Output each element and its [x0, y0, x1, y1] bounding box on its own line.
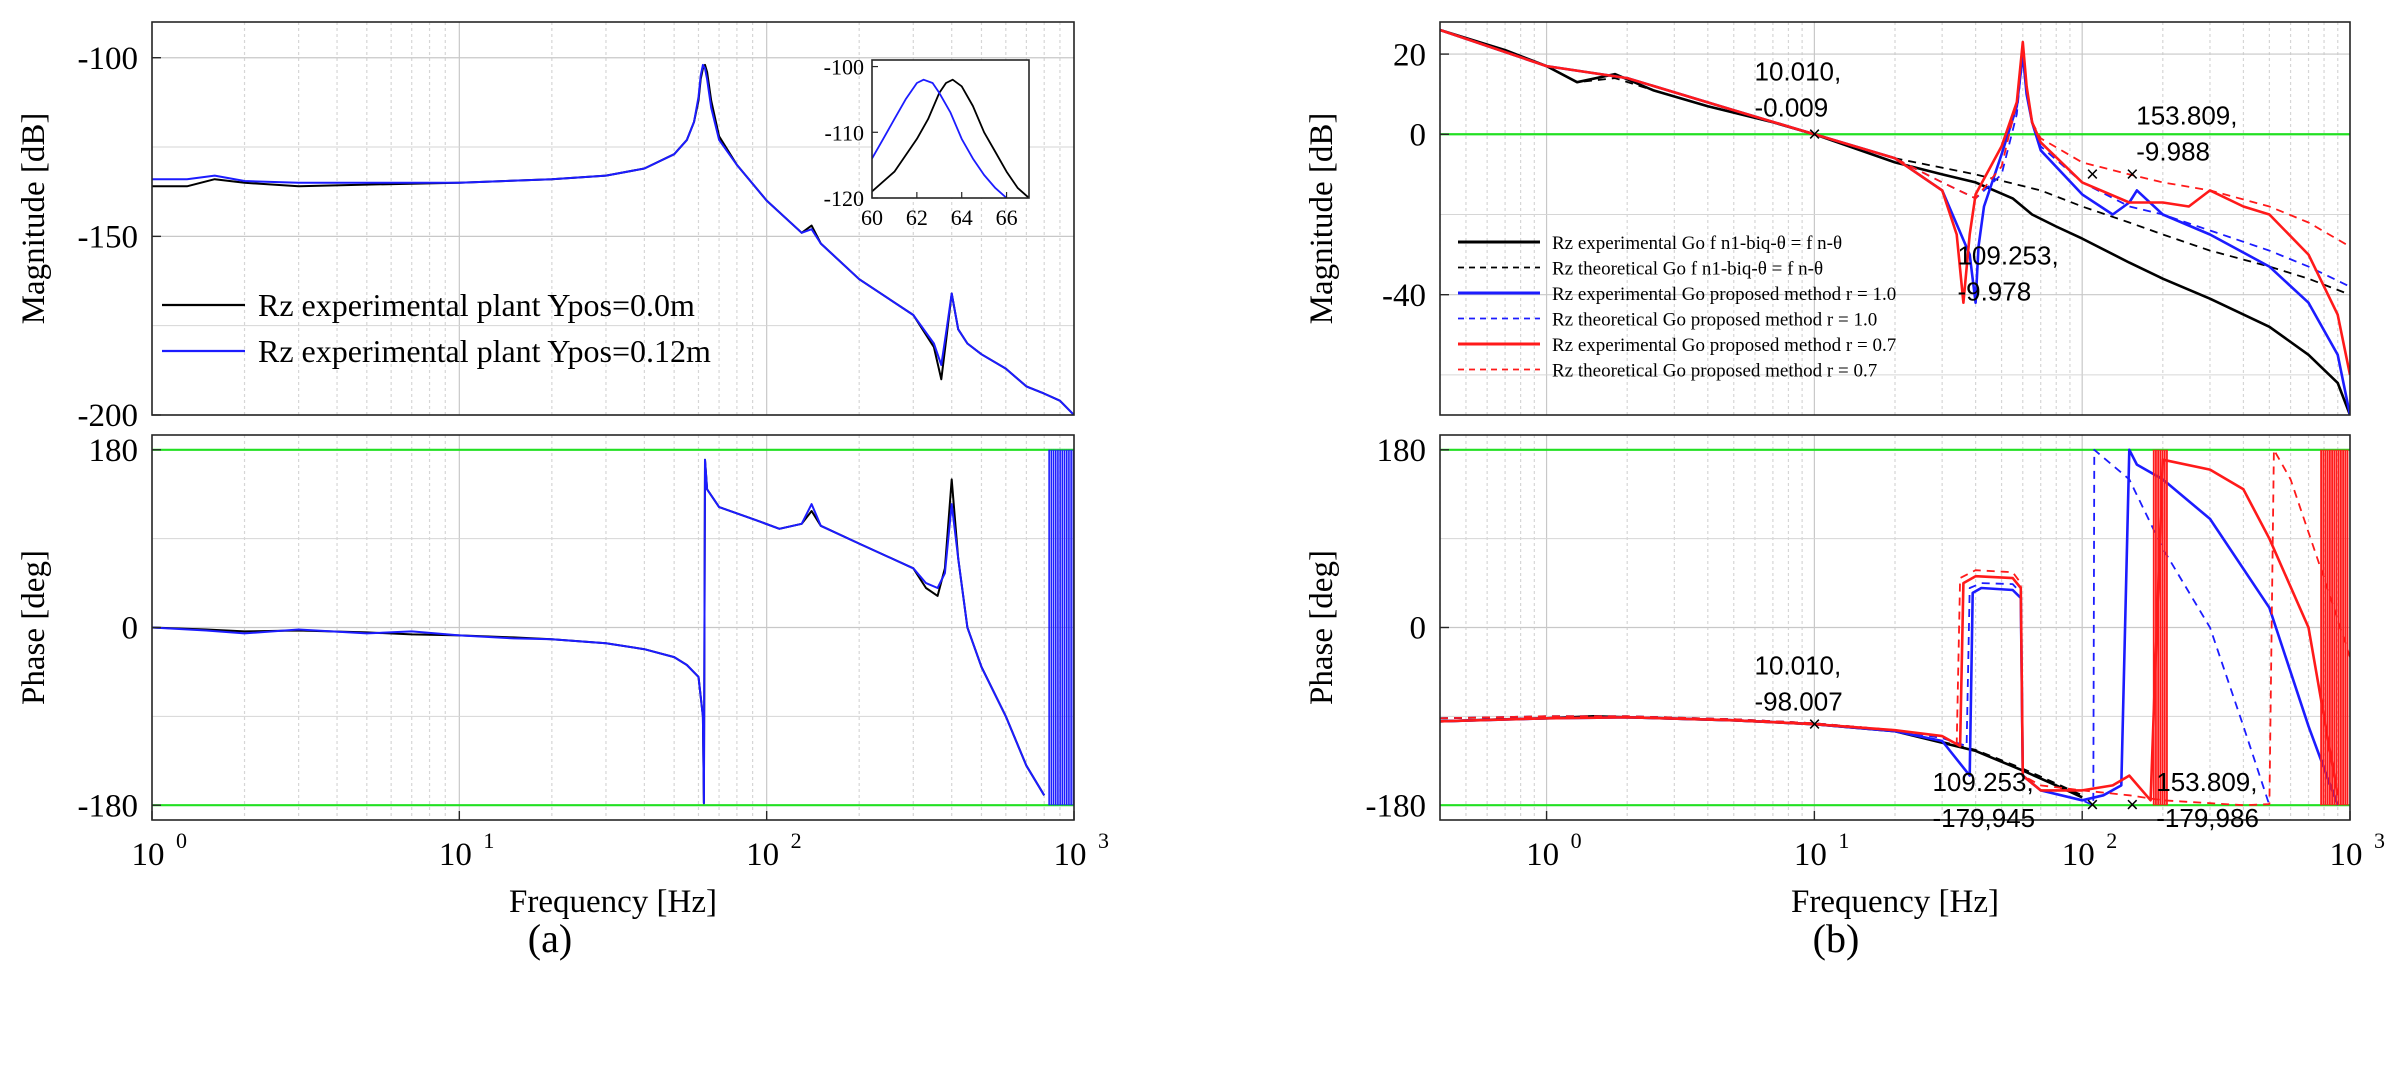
b-phase-annotation-text: -98.007 — [1754, 686, 1842, 716]
inset-xtick-label: 62 — [906, 205, 928, 230]
inset-series-2 — [872, 78, 1008, 198]
b-phase-annotation-text: 109.253, — [1932, 767, 2033, 797]
b-phase-annotation-text: 10.010, — [1754, 650, 1841, 680]
b-phase-data-marker: × — [1808, 711, 1821, 736]
b-mag-ytick-label: -40 — [1382, 278, 1426, 314]
b-phase-data-marker: × — [2086, 792, 2099, 817]
inset-xtick-label: 60 — [861, 205, 883, 230]
b-mag-data-marker: × — [2086, 161, 2099, 186]
b-phase-annotation-text: 153.809, — [2156, 767, 2257, 797]
b-phase-xtick-label: 10 — [2062, 837, 2095, 873]
b-phase-xtick-exponent: 2 — [2106, 828, 2117, 853]
b-mag-frame — [1439, 21, 2351, 416]
b-mag-ytick-label: 0 — [1410, 118, 1427, 154]
b-mag-data-marker: × — [2126, 161, 2139, 186]
b-mag-legend-label: Rz theoretical Go proposed method r = 0.… — [1552, 361, 1877, 382]
b-mag-series-1 — [1440, 28, 2350, 415]
a-phase-ytick-label: 180 — [89, 433, 139, 469]
b-mag-legend-label: Rz experimental Go proposed method r = 1… — [1552, 284, 1896, 305]
a-phase-xtick-exponent: 1 — [483, 828, 494, 853]
a-phase-xtick-label: 10 — [439, 837, 472, 873]
b-mag-annotation-text: -9.988 — [2136, 136, 2210, 166]
b-phase-xtick-label: 10 — [1794, 837, 1827, 873]
b-phase-ytick-label: 180 — [1377, 433, 1427, 469]
b-mag-series-group — [1440, 28, 2350, 415]
b-phase-xtick-exponent: 0 — [1571, 828, 1582, 853]
b-phase-series-5 — [1440, 458, 2339, 802]
a-mag-legend-label: Rz experimental plant Ypos=0.0m — [258, 287, 695, 323]
a-phase-xtick-label: 10 — [1054, 837, 1087, 873]
b-mag-legend-label: Rz experimental Go proposed method r = 0… — [1552, 335, 1896, 356]
a-phase-ylabel: Phase [deg] — [16, 550, 52, 705]
inset-xtick-label: 64 — [951, 205, 973, 230]
inset-series-group — [872, 78, 1029, 198]
a-mag-ytick-label: -150 — [78, 220, 139, 256]
b-phase-annotation-text: -179,986 — [2156, 803, 2259, 833]
a-phase-ytick-label: -180 — [78, 788, 139, 824]
inset-frame — [871, 59, 1030, 199]
inset-ytick-label: -100 — [824, 55, 864, 80]
b-phase-data-marker: × — [2126, 792, 2139, 817]
a-mag-ytick-label: -200 — [78, 398, 139, 434]
a-phase-xtick-label: 10 — [746, 837, 779, 873]
b-mag-legend-label: Rz theoretical Go proposed method r = 1.… — [1552, 310, 1877, 331]
inset-series-1 — [872, 78, 1029, 198]
a-mag-frame — [151, 21, 1075, 416]
a-phase-ytick-label: 0 — [122, 611, 139, 647]
b-mag-annotation-text: 10.010, — [1754, 56, 1841, 86]
figure-label-b: (b) — [1813, 916, 1860, 961]
b-phase-ylabel: Phase [deg] — [1304, 550, 1340, 705]
b-phase-wrap-band — [2152, 449, 2349, 806]
b-phase-annotation-text: -179,945 — [1932, 803, 2035, 833]
inset-xtick-label: 66 — [996, 205, 1018, 230]
b-phase-xtick-label: 10 — [2330, 837, 2363, 873]
a-mag-series-group — [152, 63, 1074, 415]
inset-ytick-label: -110 — [824, 120, 864, 145]
b-mag-annotation-text: 109.253, — [1957, 240, 2058, 270]
b-phase-ytick-label: 0 — [1410, 611, 1427, 647]
b-phase-xtick-exponent: 3 — [2374, 828, 2385, 853]
b-mag-series-6 — [1440, 29, 2350, 248]
b-phase-xtick-exponent: 1 — [1838, 828, 1849, 853]
figure-label-a: (a) — [528, 916, 572, 961]
b-phase-xlabel: Frequency [Hz] — [1791, 884, 1999, 920]
b-mag-annotation-text: 153.809, — [2136, 100, 2237, 130]
a-mag-ytick-label: -100 — [78, 41, 139, 77]
b-mag-legend-label: Rz theoretical Go f n1-biq-θ = f n-θ — [1552, 259, 1823, 280]
b-mag-annotation-text: -0.009 — [1754, 92, 1828, 122]
a-phase-xtick-exponent: 3 — [1098, 828, 1109, 853]
b-mag-data-marker: × — [1808, 121, 1821, 146]
a-mag-legend: Rz experimental plant Ypos=0.0m Rz experi… — [162, 287, 711, 369]
b-phase-series-4 — [1440, 448, 2271, 807]
b-phase-xtick-label: 10 — [1526, 837, 1559, 873]
inset-ytick-label: -120 — [824, 186, 864, 211]
b-mag-annotation-text: -9.978 — [1957, 276, 2031, 306]
inset-background — [872, 60, 1029, 198]
b-mag-ylabel: Magnitude [dB] — [1304, 113, 1340, 325]
b-phase-series-group — [1440, 448, 2350, 807]
a-phase-grid — [151, 435, 1075, 820]
a-mag-series-2 — [152, 63, 1074, 415]
a-phase-xtick-exponent: 2 — [791, 828, 802, 853]
b-phase-ytick-label: -180 — [1366, 788, 1427, 824]
a-phase-series-2 — [152, 458, 1046, 805]
a-phase-xlabel: Frequency [Hz] — [509, 884, 717, 920]
b-mag-legend: Rz experimental Go f n1-biq-θ = f n-θ Rz … — [1458, 233, 1896, 382]
a-mag-legend-label: Rz experimental plant Ypos=0.12m — [258, 333, 711, 369]
a-phase-xtick-exponent: 0 — [176, 828, 187, 853]
a-phase-series-group — [152, 458, 1046, 805]
b-mag-ytick-label: 20 — [1393, 37, 1426, 73]
a-phase-xtick-label: 10 — [132, 837, 165, 873]
a-mag-ylabel: Magnitude [dB] — [16, 113, 52, 325]
b-mag-legend-label: Rz experimental Go f n1-biq-θ = f n-θ — [1552, 233, 1842, 254]
